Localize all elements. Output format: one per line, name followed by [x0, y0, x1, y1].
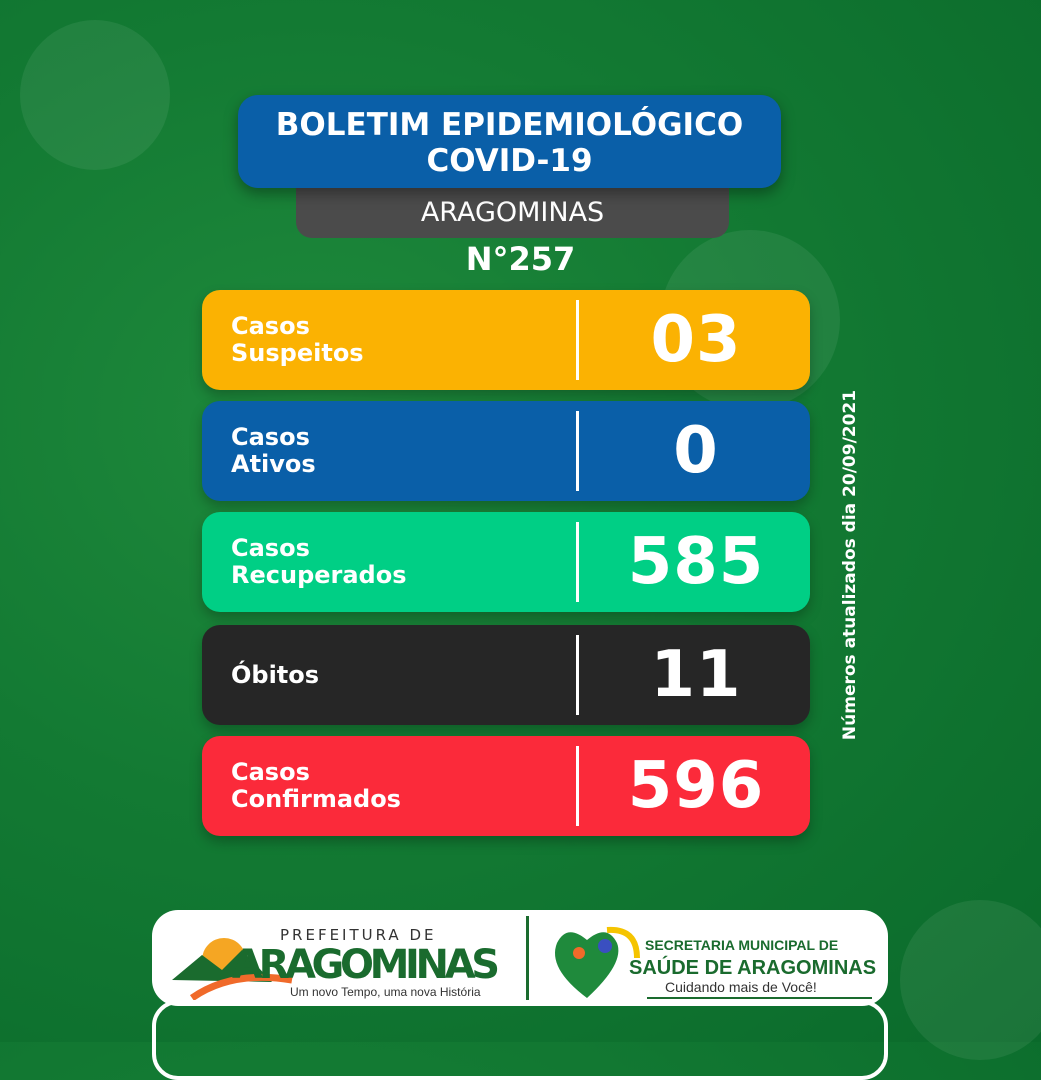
stat-divider [576, 411, 579, 491]
bulletin-number: N°257 [465, 240, 576, 278]
title-line-1: BOLETIM EPIDEMIOLÓGICO [275, 107, 744, 143]
stat-label-line1: Casos [231, 758, 310, 786]
stat-row: Casos Recuperados 585 [202, 512, 810, 612]
virus-icon [20, 20, 170, 170]
secretaria-line2: SAÚDE DE ARAGOMINAS [629, 955, 876, 979]
stat-label-line2: Recuperados [231, 561, 407, 589]
stat-label-line2: Suspeitos [231, 339, 364, 367]
secretaria-line1: SECRETARIA MUNICIPAL DE [645, 937, 838, 953]
stat-value: 596 [627, 749, 765, 823]
stat-divider [576, 746, 579, 826]
stat-label-line1: Casos [231, 423, 310, 451]
footer-divider [526, 916, 529, 1002]
stat-divider [576, 635, 579, 715]
stat-row: Casos Ativos 0 [202, 401, 810, 501]
prefeitura-line1: PREFEITURA DE [280, 926, 437, 944]
prefeitura-name: ARAGOMINAS [232, 942, 500, 988]
updated-date-note: Números atualizados dia 20/09/2021 [840, 389, 860, 741]
footer-frame [152, 1000, 888, 1080]
stat-label: Casos Recuperados [231, 512, 561, 612]
prefeitura-slogan: Um novo Tempo, uma nova História [290, 985, 481, 999]
virus-icon [900, 900, 1041, 1060]
secretaria-slogan: Cuidando mais de Você! [665, 979, 817, 995]
stat-label: Casos Ativos [231, 401, 561, 501]
stat-label: Casos Suspeitos [231, 290, 561, 390]
stat-value: 0 [673, 414, 719, 488]
stat-label-line1: Óbitos [231, 660, 320, 689]
bulletin-title: BOLETIM EPIDEMIOLÓGICO COVID-19 [238, 95, 781, 188]
stat-divider [576, 300, 579, 380]
stat-row: Casos Suspeitos 03 [202, 290, 810, 390]
stat-row: Casos Confirmados 596 [202, 736, 810, 836]
stat-label-line1: Casos [231, 534, 310, 562]
footer-logos: PREFEITURA DE ARAGOMINAS Um novo Tempo, … [152, 910, 888, 1006]
stat-label: Casos Confirmados [231, 736, 561, 836]
stat-label-line2: Ativos [231, 450, 316, 478]
prefeitura-logo: PREFEITURA DE ARAGOMINAS Um novo Tempo, … [172, 926, 500, 1000]
stat-label-line2: Confirmados [231, 785, 401, 813]
stat-value: 03 [650, 303, 742, 377]
stat-row: Óbitos 11 [202, 625, 810, 725]
stat-value: 585 [627, 525, 765, 599]
stat-divider [576, 522, 579, 602]
secretaria-logo: SECRETARIA MUNICIPAL DE SAÚDE DE ARAGOMI… [555, 926, 876, 999]
title-line-2: COVID-19 [426, 143, 593, 179]
city-name: ARAGOMINAS [296, 186, 729, 238]
stat-label-line1: Casos [231, 312, 310, 340]
stat-label: Óbitos [231, 625, 561, 725]
stat-value: 11 [650, 638, 742, 712]
